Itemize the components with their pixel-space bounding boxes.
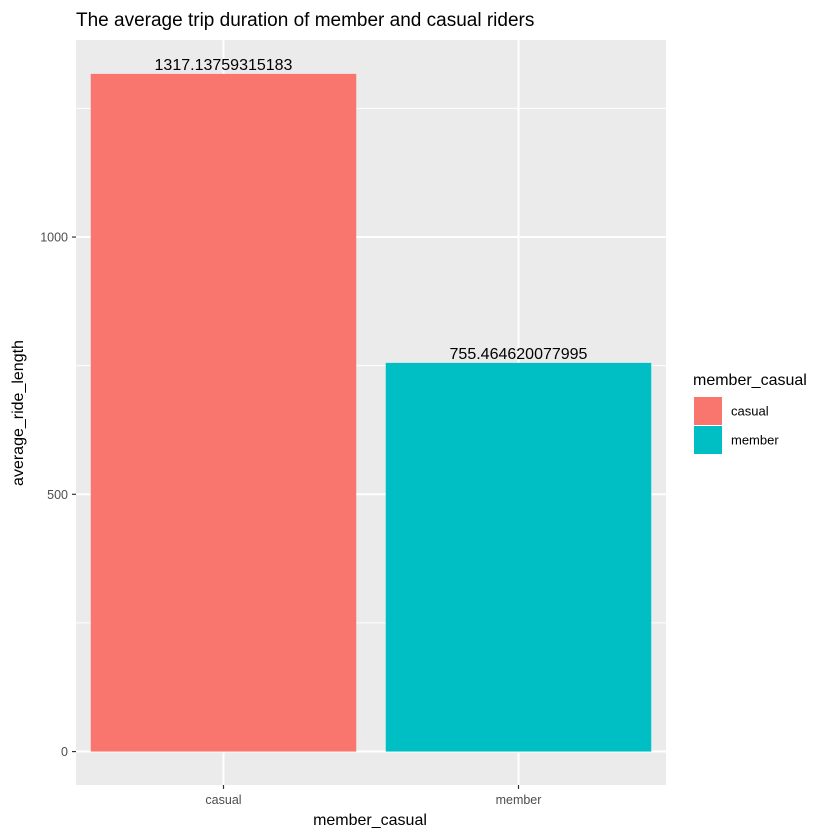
data-label-member: 755.464620077995: [450, 346, 588, 363]
legend-label-member: member: [731, 433, 779, 448]
data-labels: 1317.13759315183 755.464620077995: [155, 57, 588, 363]
legend-swatch-member: [694, 426, 722, 454]
legend: member_casual casual member: [693, 372, 807, 454]
x-tick-label: member: [496, 793, 542, 807]
y-tick-label: 500: [47, 488, 68, 502]
y-tick-label: 1000: [40, 231, 68, 245]
legend-swatch-casual: [694, 397, 722, 425]
x-tick-label: casual: [205, 793, 241, 807]
y-tick-label: 0: [61, 745, 68, 759]
y-axis: 0 500 1000: [40, 231, 76, 759]
x-axis: casual member: [205, 785, 541, 807]
bars: [90, 73, 652, 752]
y-axis-title: average_ride_length: [10, 340, 27, 486]
bar-casual: [90, 73, 357, 752]
legend-label-casual: casual: [731, 404, 769, 419]
data-label-casual: 1317.13759315183: [155, 57, 293, 74]
chart-title: The average trip duration of member and …: [76, 10, 534, 31]
bar-member: [385, 362, 652, 752]
legend-title: member_casual: [693, 372, 807, 389]
x-axis-title: member_casual: [313, 812, 427, 829]
